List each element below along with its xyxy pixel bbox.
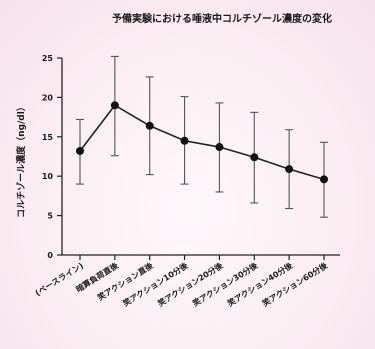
y-tick-label: 5: [47, 212, 53, 221]
data-point: [76, 146, 84, 155]
error-bars: [76, 55, 328, 218]
y-tick-label: 15: [42, 133, 54, 142]
category-label: 笑アクション20分後: [155, 260, 225, 309]
category-label: 笑アクション40分後: [225, 260, 295, 309]
category-labels: (ベースライン)暗算負荷直後笑アクション直後笑アクション10分後笑アクション20…: [34, 260, 330, 309]
data-points: [76, 101, 328, 184]
x-ticks: [79, 255, 325, 260]
y-tick-label: 20: [42, 93, 54, 102]
category-label: 笑アクション10分後: [120, 260, 190, 309]
y-axis-label: コルチゾール濃度（ng/dl）: [15, 102, 27, 218]
data-point: [320, 175, 328, 184]
y-ticks: 0 5 10 15 20 25: [42, 54, 62, 260]
data-point: [215, 143, 224, 152]
y-tick-label: 25: [42, 54, 54, 63]
y-tick-label: 0: [47, 251, 53, 260]
data-point: [145, 121, 154, 130]
series-line: [79, 104, 325, 181]
data-point: [250, 153, 259, 162]
category-label: 笑アクション直後: [95, 260, 156, 303]
y-tick-label: 10: [42, 172, 54, 181]
data-point: [110, 101, 119, 110]
category-label: 笑アクション30分後: [190, 260, 260, 309]
data-point: [285, 165, 294, 174]
chart-title: 予備実験における唾液中コルチゾール濃度の変化: [112, 12, 332, 25]
category-label: 笑アクション60分後: [260, 260, 330, 309]
data-point: [180, 136, 189, 145]
